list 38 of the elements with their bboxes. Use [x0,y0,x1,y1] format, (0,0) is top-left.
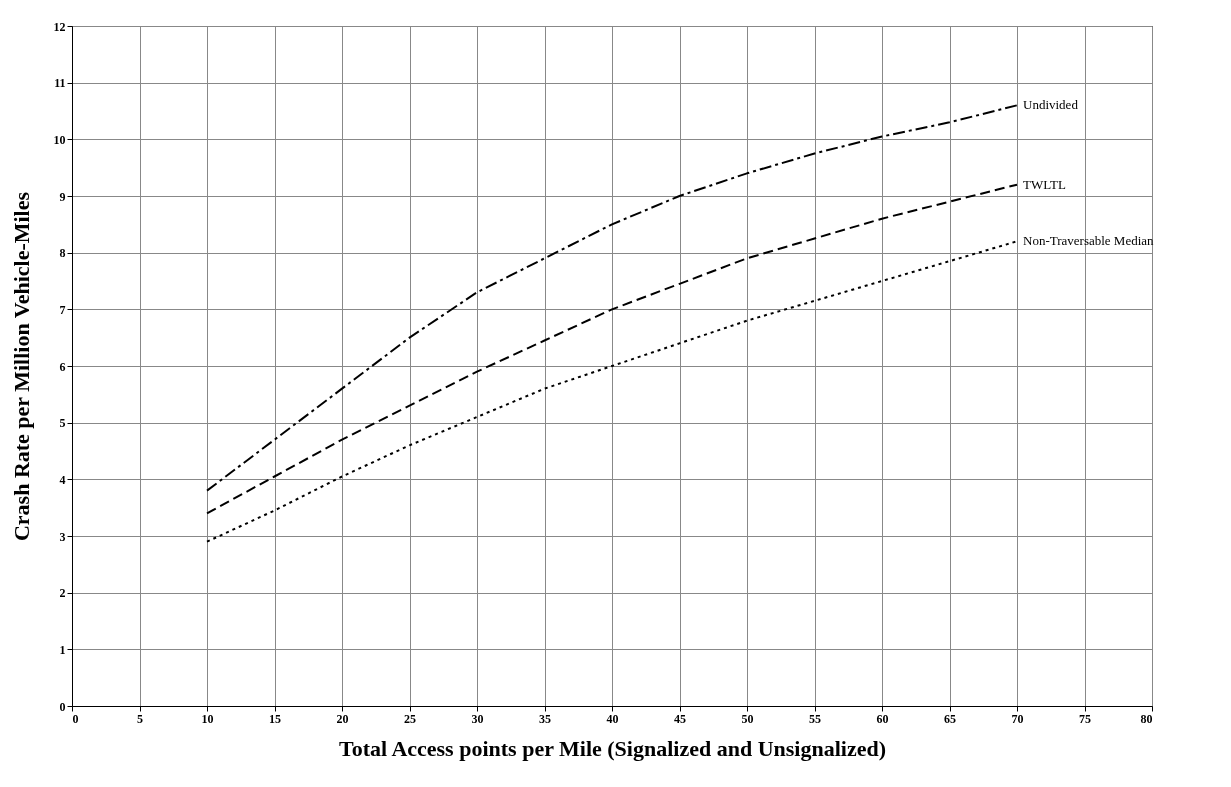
line-series [206,183,1018,515]
y-tick-label: 4 [59,472,66,487]
x-tick-label: 35 [539,711,551,726]
y-tick-label: 0 [59,699,66,714]
y-tick-label: 12 [53,19,66,34]
series-label: Undivided [1023,97,1079,113]
x-tick-label: 10 [201,711,214,726]
y-tick-label: 9 [59,189,66,204]
x-tick-label: 0 [72,711,79,726]
series-label: Non-Traversable Median [1023,233,1155,249]
y-tick-label: 2 [59,586,66,601]
x-tick-label: 50 [741,711,754,726]
x-tick-label: 70 [1011,711,1024,726]
x-tick-label: 5 [137,711,143,726]
x-tick-label: 30 [471,711,484,726]
line-series [206,240,1018,543]
y-tick-label: 3 [59,529,66,544]
y-tick-label: 1 [59,642,66,657]
y-tick-label: 11 [54,76,66,91]
x-tick-label: 55 [809,711,821,726]
series-label: TWLTL [1023,176,1066,192]
x-tick-label: 20 [336,711,349,726]
x-tick-label: 60 [876,711,889,726]
x-tick-label: 25 [404,711,416,726]
x-tick-label: 75 [1079,711,1091,726]
y-axis-title: Crash Rate per Million Vehicle-Miles [8,191,34,542]
y-tick-label: 8 [59,246,66,261]
x-tick-label: 80 [1140,711,1153,726]
x-tick-label: 40 [606,711,619,726]
x-tick-label: 65 [944,711,956,726]
x-axis-title: Total Access points per Mile (Signalized and Unsignalized) [339,735,886,761]
line-series [206,104,1018,492]
y-tick-label: 10 [53,132,66,147]
x-tick-label: 15 [269,711,281,726]
x-tick-label: 45 [674,711,686,726]
y-tick-label: 7 [59,302,66,317]
y-tick-label: 6 [59,359,66,374]
y-tick-label: 5 [59,416,66,431]
